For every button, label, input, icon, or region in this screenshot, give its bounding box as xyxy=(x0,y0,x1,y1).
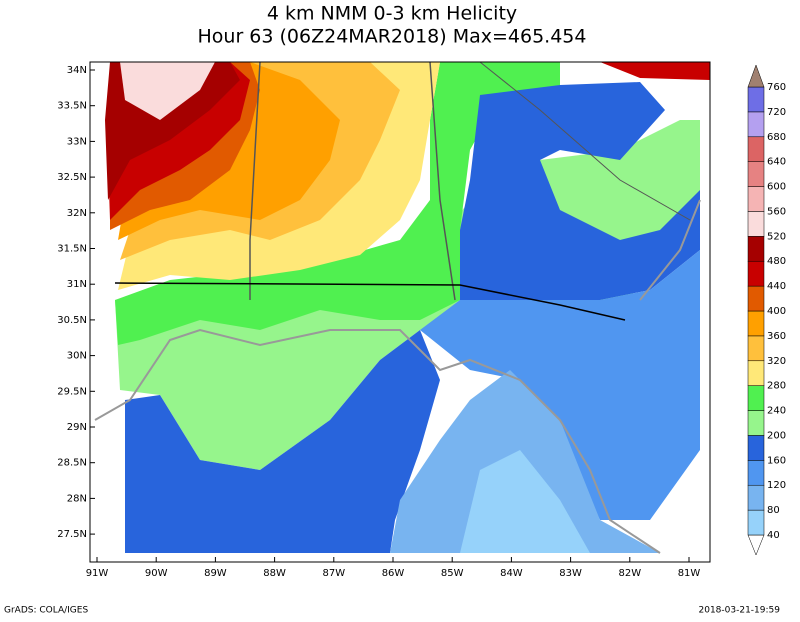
colorbar-label: 680 xyxy=(767,132,786,143)
lon-label: 88W xyxy=(263,568,286,579)
colorbar-label: 760 xyxy=(767,82,786,93)
lon-label: 84W xyxy=(500,568,523,579)
field-gulf-blue xyxy=(125,330,440,553)
colorbar-label: 400 xyxy=(767,306,786,317)
colorbar-label: 120 xyxy=(767,480,786,491)
footer-left: GrADS: COLA/IGES xyxy=(4,606,88,616)
colorbar-box xyxy=(747,260,765,287)
colorbar-triangle xyxy=(747,64,765,88)
colorbar-label: 440 xyxy=(767,281,786,292)
coastline xyxy=(94,328,661,554)
lon-label: 87W xyxy=(322,568,345,579)
colorbar-label: 640 xyxy=(767,157,786,168)
colorbar-box xyxy=(747,186,765,212)
state-border xyxy=(479,61,691,221)
state-border xyxy=(429,61,456,301)
map-frame xyxy=(89,61,711,563)
colorbar-label: 200 xyxy=(767,430,786,441)
lat-label: 33N xyxy=(67,136,87,147)
colorbar-box xyxy=(747,460,765,486)
colorbar-box xyxy=(747,161,765,187)
lat-label: 29N xyxy=(67,422,87,433)
colorbar-label: 480 xyxy=(767,256,786,267)
lon-label: 82W xyxy=(618,568,641,579)
footer-right: 2018-03-21-19:59 xyxy=(699,606,781,616)
colorbar-label: 240 xyxy=(767,406,786,417)
lat-label: 30.5N xyxy=(57,315,87,326)
colorbar-label: 360 xyxy=(767,331,786,342)
colorbar-box xyxy=(747,410,765,436)
lat-labels: 34N 33.5N 33N 32.5N 32N 31.5N 31N 30.5N 30N 29.5N… xyxy=(57,65,95,540)
lon-label: 81W xyxy=(678,568,701,579)
lon-label: 83W xyxy=(559,568,582,579)
colorbar-box xyxy=(747,385,765,411)
colorbar-box xyxy=(747,236,765,262)
colorbar-label: 520 xyxy=(767,231,786,242)
lon-label: 91W xyxy=(86,568,109,579)
colorbar-label: 720 xyxy=(767,107,786,118)
colorbar-box xyxy=(747,484,765,511)
title-line2: Hour 63 (06Z24MAR2018) Max=465.454 xyxy=(198,26,587,48)
lat-label: 28N xyxy=(67,493,87,504)
colorbar-label: 80 xyxy=(767,505,780,516)
field-gulf-lightest xyxy=(460,450,590,553)
colorbar-box xyxy=(747,310,765,337)
lat-label: 29.5N xyxy=(57,386,87,397)
colorbar-box xyxy=(747,136,765,162)
field-mid-blue xyxy=(420,250,700,520)
colorbar-box xyxy=(747,509,765,536)
lat-label: 30N xyxy=(67,351,87,362)
lat-label: 31.5N xyxy=(57,244,87,255)
lon-labels: 91W 90W 89W 88W 87W 86W 85W 84W 83W 82W 81W xyxy=(86,557,701,579)
coastline-east xyxy=(639,199,701,301)
title-line1: 4 km NMM 0-3 km Helicity xyxy=(267,3,517,25)
colorbar-box xyxy=(747,211,765,237)
colorbar-label: 600 xyxy=(767,182,786,193)
colorbar: 40 80 120 160 200 240 280 320 360 400 440 480 520 560… xyxy=(747,64,786,556)
lon-label: 90W xyxy=(145,568,168,579)
lat-label: 27.5N xyxy=(57,529,87,540)
lon-label: 85W xyxy=(441,568,464,579)
state-border xyxy=(114,282,626,321)
colorbar-box xyxy=(747,335,765,362)
lon-label: 89W xyxy=(204,568,227,579)
lat-label: 32.5N xyxy=(57,172,87,183)
colorbar-box xyxy=(747,360,765,386)
lat-label: 32N xyxy=(67,208,87,219)
colorbar-triangle xyxy=(747,534,765,556)
map-field xyxy=(89,61,711,563)
lat-label: 33.5N xyxy=(57,101,87,112)
colorbar-box xyxy=(747,111,765,138)
field-ne-red xyxy=(600,62,710,80)
colorbar-label: 560 xyxy=(767,206,786,217)
colorbar-box xyxy=(747,285,765,312)
field-dark-blue-east xyxy=(460,82,700,300)
colorbar-box xyxy=(747,435,765,461)
lat-label: 31N xyxy=(67,279,87,290)
colorbar-label: 40 xyxy=(767,530,780,541)
colorbar-label: 320 xyxy=(767,356,786,367)
colorbar-label: 160 xyxy=(767,455,786,466)
lat-label: 34N xyxy=(67,65,87,76)
lat-label: 28.5N xyxy=(57,458,87,469)
field-pink xyxy=(120,62,215,120)
colorbar-label: 280 xyxy=(767,381,786,392)
state-border xyxy=(249,61,261,300)
colorbar-box xyxy=(747,86,765,113)
lon-label: 86W xyxy=(382,568,405,579)
